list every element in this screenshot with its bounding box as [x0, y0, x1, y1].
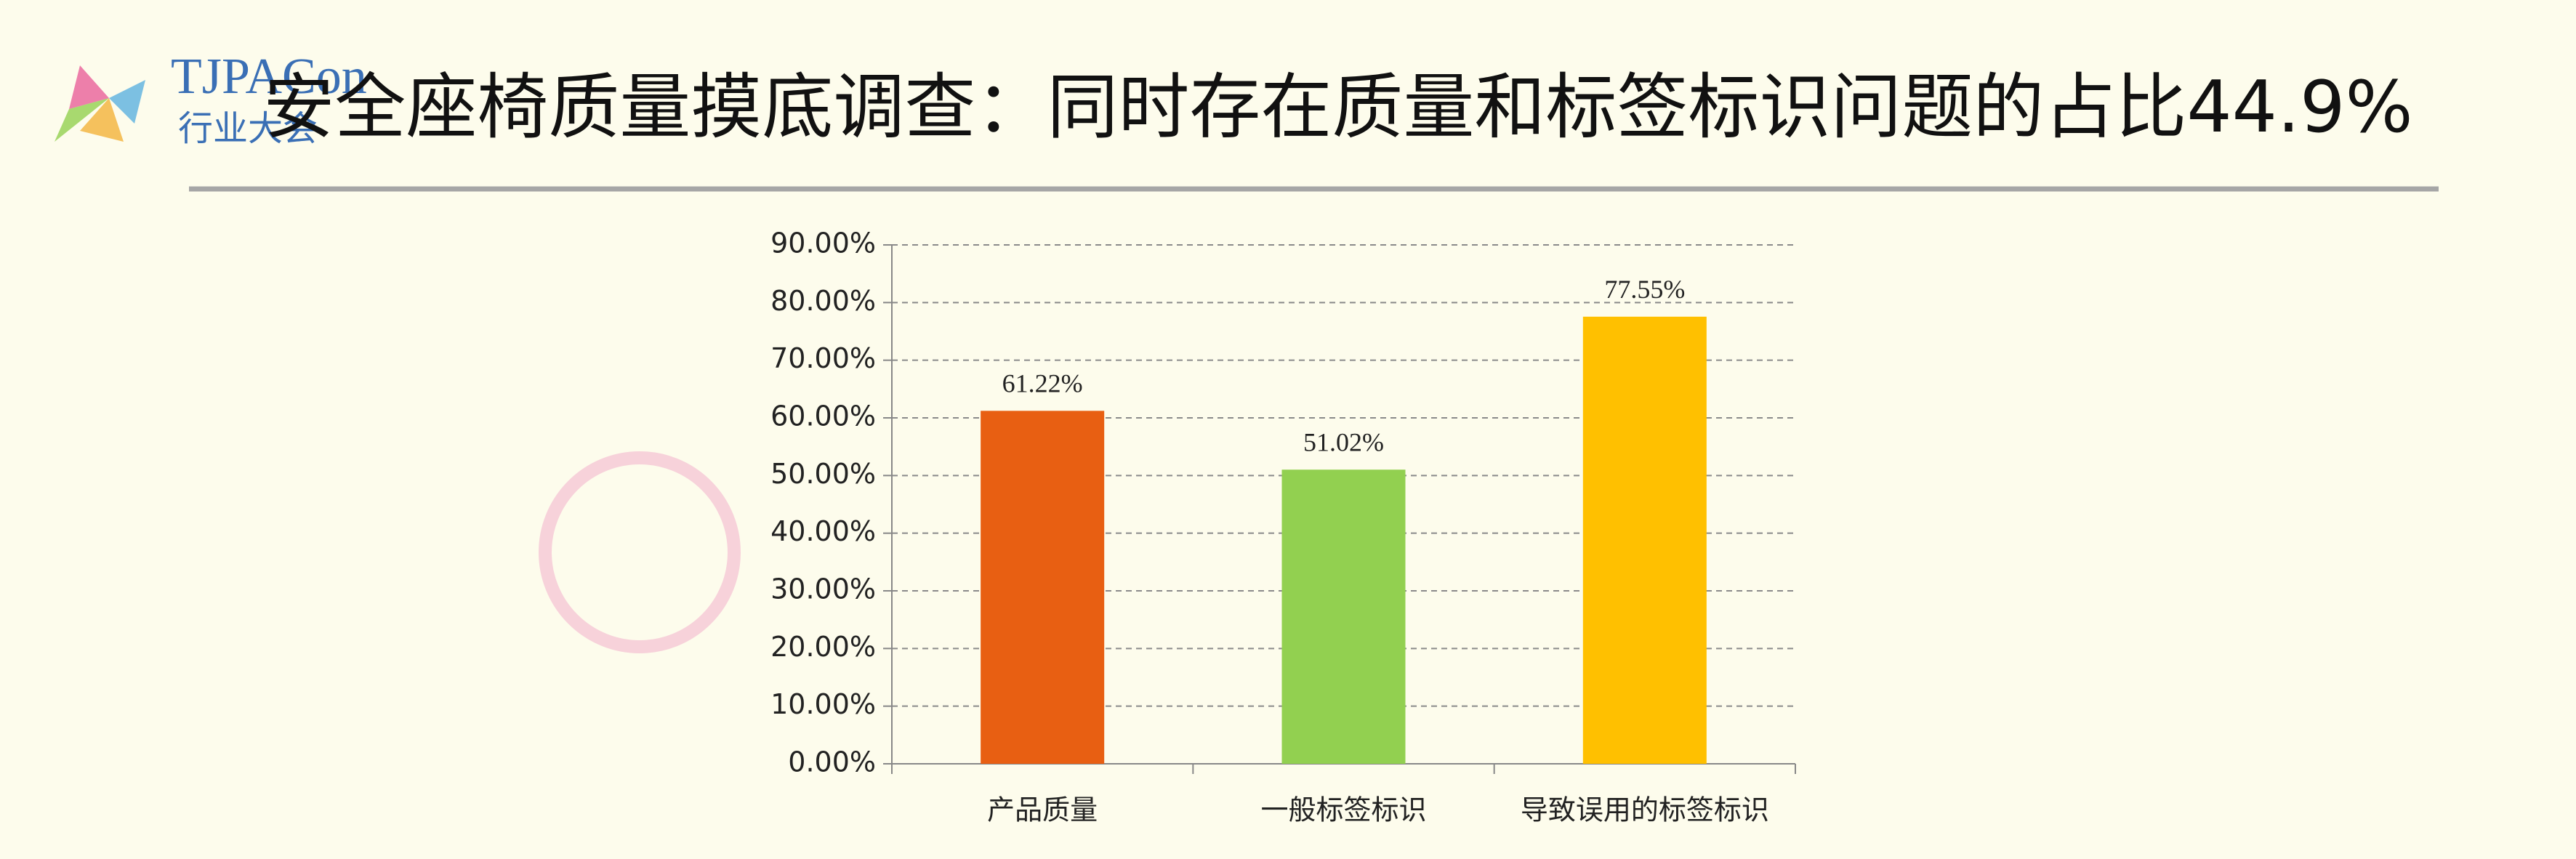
logo: TJPACon 行业大会 — [55, 49, 367, 149]
data-label: 51.02% — [1303, 428, 1384, 457]
x-tick-label: 导致误用的标签标识 — [1521, 794, 1769, 826]
chart-title: 安全座椅质量摸底调查：同时存在质量和标签标识问题的占比44.9% — [263, 66, 2412, 149]
y-tick-label: 70.00% — [770, 342, 876, 374]
y-tick-label: 10.00% — [770, 688, 876, 720]
data-label: 61.22% — [1002, 369, 1083, 398]
y-tick-label: 80.00% — [770, 285, 876, 317]
y-tick-label: 0.00% — [788, 746, 876, 778]
logo-name: TJPACon — [171, 49, 367, 105]
x-tick-label: 一般标签标识 — [1260, 794, 1426, 826]
y-tick-label: 50.00% — [770, 458, 876, 490]
bar — [1281, 469, 1406, 764]
data-label: 77.55% — [1604, 275, 1685, 304]
watermark — [539, 451, 741, 653]
x-tick-label: 产品质量 — [987, 794, 1098, 826]
y-tick-label: 90.00% — [770, 227, 876, 259]
y-tick-label: 40.00% — [770, 515, 876, 547]
y-tick-label: 20.00% — [770, 631, 876, 663]
y-tick-label: 30.00% — [770, 573, 876, 605]
logo-subtitle: 行业大会 — [178, 108, 318, 149]
bar — [981, 411, 1105, 764]
bar — [1582, 316, 1707, 764]
y-tick-label: 60.00% — [770, 400, 876, 432]
